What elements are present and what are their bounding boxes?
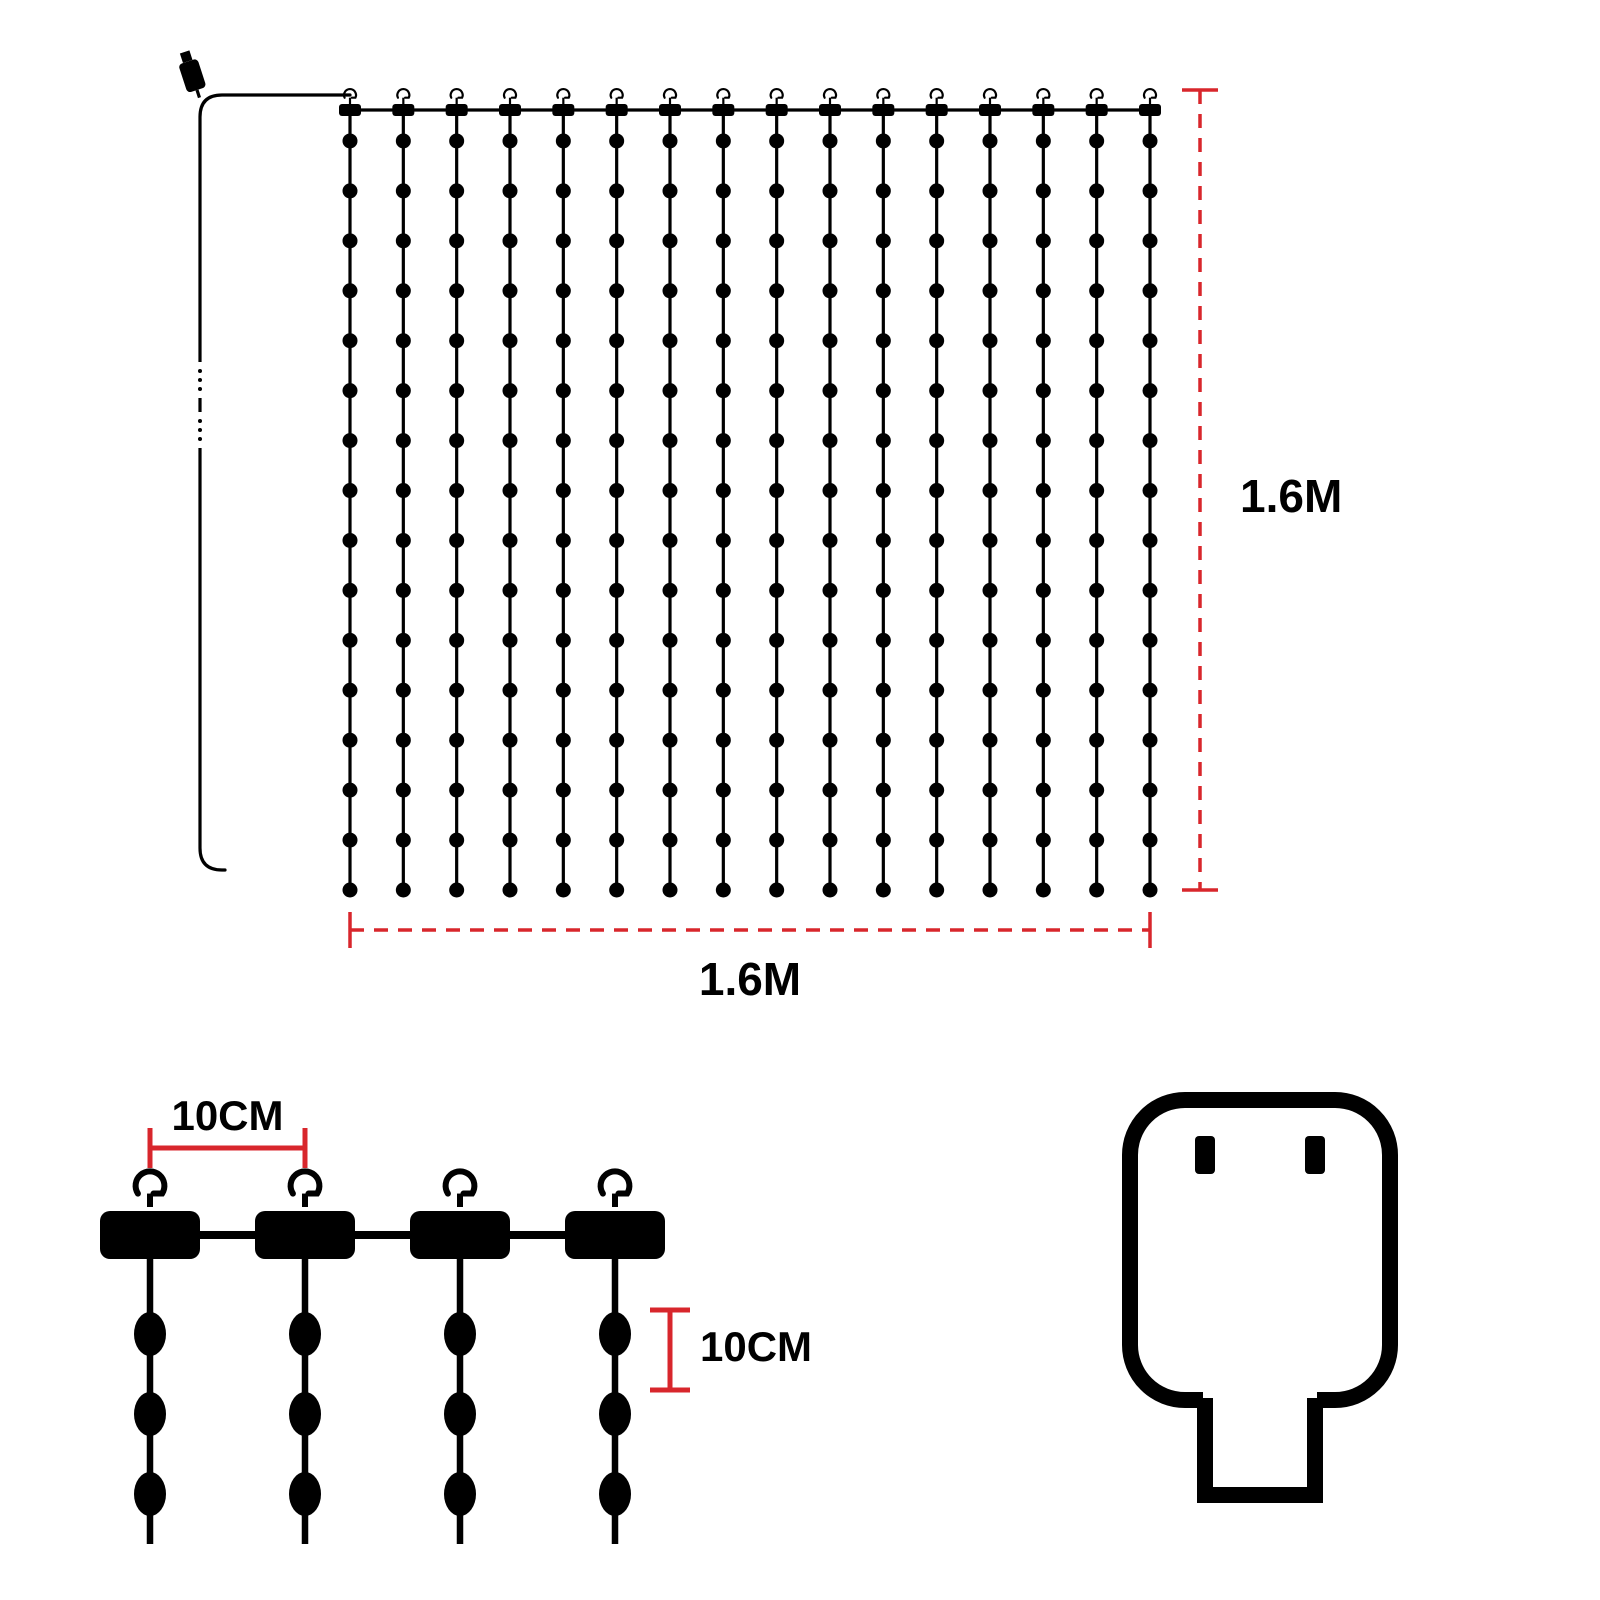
- detail-pitch-h-label: 10CM: [171, 1092, 283, 1139]
- diagram-root: 1.6M 1.6M 10CM 10CM: [0, 0, 1600, 1600]
- dim-width-label: 1.6M: [699, 953, 801, 1005]
- detail-pitch-v-label: 10CM: [700, 1323, 812, 1370]
- dim-height-label: 1.6M: [1240, 470, 1342, 522]
